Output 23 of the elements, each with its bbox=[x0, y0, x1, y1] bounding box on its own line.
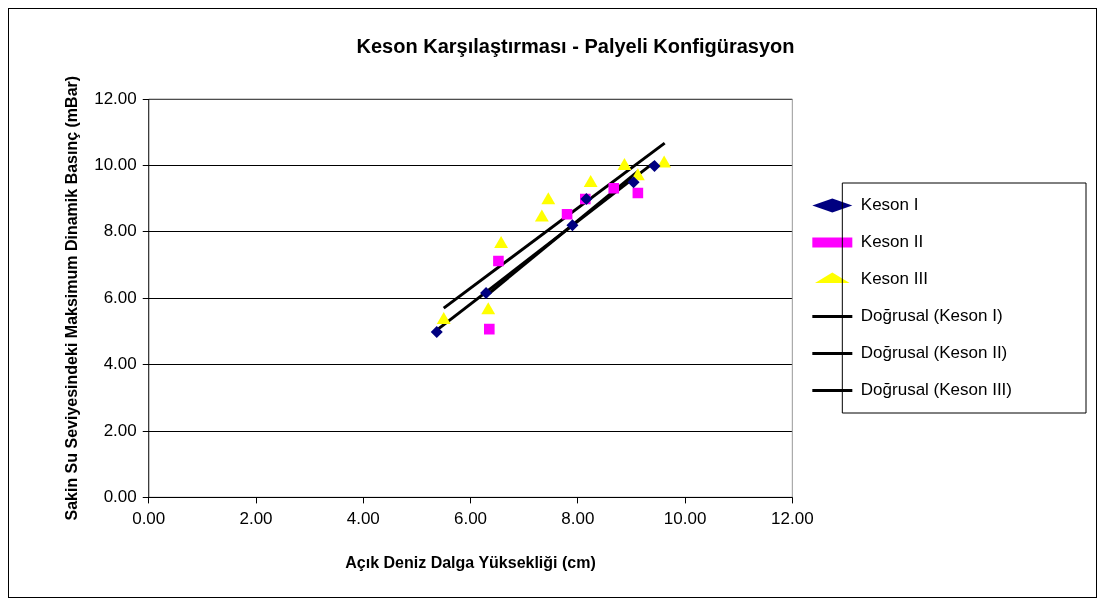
x-tick-label: 4.00 bbox=[346, 509, 380, 529]
x-tick-label: 10.00 bbox=[663, 509, 707, 529]
x-axis-title: Açık Deniz Dalga Yüksekliği (cm) bbox=[345, 553, 596, 571]
y-tick-label: 2.00 bbox=[103, 420, 137, 440]
legend-label: Doğrusal (Keson II) bbox=[860, 343, 1008, 363]
chart-title: Keson Karşılaştırması - Palyeli Konfigürasyon bbox=[356, 34, 795, 57]
legend-label: Doğrusal (Keson III) bbox=[860, 380, 1013, 400]
x-tick-label: 12.00 bbox=[771, 509, 814, 529]
legend-label: Doğrusal (Keson I) bbox=[860, 306, 1003, 326]
y-tick-label: 6.00 bbox=[103, 287, 137, 307]
x-tick-label: 8.00 bbox=[561, 509, 595, 529]
y-tick-label: 10.00 bbox=[94, 155, 137, 175]
y-tick-label: 0.00 bbox=[103, 487, 137, 507]
y-axis-title: Sakin Su Seviyesindeki Maksimum Dinamik Basınç (mBar) bbox=[63, 75, 81, 521]
legend-label: Keson II bbox=[860, 232, 924, 252]
x-tick-label: 2.00 bbox=[239, 509, 273, 529]
x-tick-label: 0.00 bbox=[132, 509, 166, 529]
legend-label: Keson I bbox=[860, 195, 919, 215]
y-tick-label: 4.00 bbox=[103, 354, 137, 374]
x-tick-label: 6.00 bbox=[453, 509, 488, 529]
legend-label: Keson III bbox=[860, 269, 928, 289]
y-tick-label: 8.00 bbox=[103, 221, 137, 241]
y-tick-label: 12.00 bbox=[94, 88, 137, 108]
